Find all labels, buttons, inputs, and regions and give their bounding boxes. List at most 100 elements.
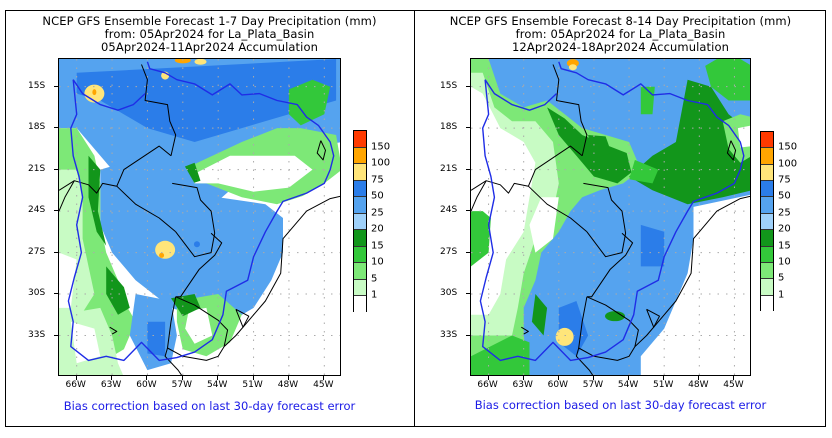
colorbar-swatch [761,164,773,182]
lat-tick-label: 30S [440,288,458,299]
colorbar-level-label: 10 [371,256,384,268]
lon-tick-label: 60W [547,380,568,390]
lon-tick-label: 51W [242,380,263,390]
precip-region-lt1 [529,197,559,253]
country-border [586,296,639,347]
precip-region-75-100 [194,59,207,65]
lon-tick-mark [628,376,630,380]
panel-subtitle-from: from: 05Apr2024 for La_Plata_Basin [104,27,315,41]
colorbar [760,131,774,312]
precipitation-map[interactable] [58,58,341,376]
lat-tick-mark [54,210,58,212]
panel-divider [414,10,415,427]
coastline [223,195,340,347]
precipitation-map[interactable] [470,58,751,376]
precip-region-15-20 [106,266,130,315]
lake-outline [521,326,529,335]
colorbar-swatch [354,147,366,165]
country-border [528,185,588,233]
colorbar-level-label: 150 [778,141,798,153]
lat-tick-label: 33S [440,329,458,340]
lat-tick-mark [54,127,58,129]
precip-region-lt1 [185,307,213,344]
lon-tick-mark [111,376,113,380]
precip-region-100-150 [159,252,165,258]
colorbar-level-label: 5 [371,273,378,285]
precip-region-15-20 [88,155,107,246]
lon-tick-mark [557,376,559,380]
lat-tick-label: 27S [440,246,458,257]
lat-tick-mark [466,85,470,87]
lat-tick-label: 18S [440,122,458,133]
lagoon-outline [646,308,660,328]
colorbar-swatch [354,131,366,148]
lon-tick-mark [522,376,524,380]
bias-correction-note: Bias correction based on last 30-day for… [63,399,356,413]
country-border [175,232,223,298]
lat-tick-label: 15S [440,80,458,91]
precip-region-50-75 [76,59,337,142]
colorbar-level-label: 50 [778,190,791,202]
lat-tick-mark [466,127,470,129]
country-border [552,64,588,156]
lon-tick-label: 45W [313,380,334,390]
colorbar-level-label: 100 [778,158,798,170]
country-border [471,180,529,194]
lat-tick-label: 15S [28,80,46,91]
country-border [175,296,229,347]
lon-tick-label: 57W [171,380,192,390]
precip-region-75-100 [568,64,577,71]
colorbar-level-label: 20 [778,223,791,235]
panel-subtitle-accumulation: 05Apr2024-11Apr2024 Accumulation [101,40,318,54]
colorbar-swatch [354,180,366,198]
colorbar-swatch [761,295,773,312]
ocean-east [241,184,340,375]
colorbar-level-label: 100 [371,157,391,169]
precipitation-map-svg [59,59,340,375]
precipitation-map-svg [471,59,750,375]
lon-tick-label: 63W [100,380,122,390]
colorbar-swatch [761,262,773,280]
figure-frame [5,10,826,427]
colorbar-level-label: 25 [778,207,791,219]
colorbar-level-label: 150 [371,141,391,153]
lon-tick-label: 45W [723,380,744,390]
coastline [164,347,183,375]
colorbar-swatch [354,263,366,280]
precip-region-10-15 [705,59,750,101]
lon-tick-mark [733,376,735,380]
country-border [583,182,627,258]
precip-region-25-50 [100,155,283,322]
basin-boundary [484,79,557,111]
country-border [172,182,216,258]
precip-region-15-20 [547,107,632,184]
lat-tick-mark [466,251,470,253]
colorbar-level-label: 5 [778,272,785,284]
precip-region-100-150 [566,59,579,68]
colorbar-level-label: 1 [371,289,378,301]
lat-tick-label: 21S [440,163,458,174]
precip-region-15-20 [605,311,626,322]
colorbar-swatch [761,148,773,165]
precip-region-15-20 [531,294,548,336]
lake-outline [316,140,326,161]
lon-tick-label: 66W [477,380,498,390]
precip-region-15-20 [629,79,750,205]
precip-region-50-75 [193,241,200,248]
lon-tick-mark [592,376,594,380]
colorbar-swatch [354,246,366,264]
precip-region-50-75 [147,321,166,357]
lon-tick-mark [287,376,289,380]
precip-region-75-100 [155,240,176,259]
lat-tick-label: 33S [28,329,46,340]
precip-region-10-15 [288,79,331,126]
country-border [116,145,172,187]
lat-tick-label: 24S [440,205,458,216]
ocean-east [640,194,750,375]
lat-tick-mark [54,293,58,295]
precip-region-lt1 [471,86,536,315]
colorbar-swatch [761,230,773,247]
precip-region-15-20 [171,294,201,317]
colorbar-level-label: 25 [371,207,384,219]
lake-outline [726,140,737,161]
